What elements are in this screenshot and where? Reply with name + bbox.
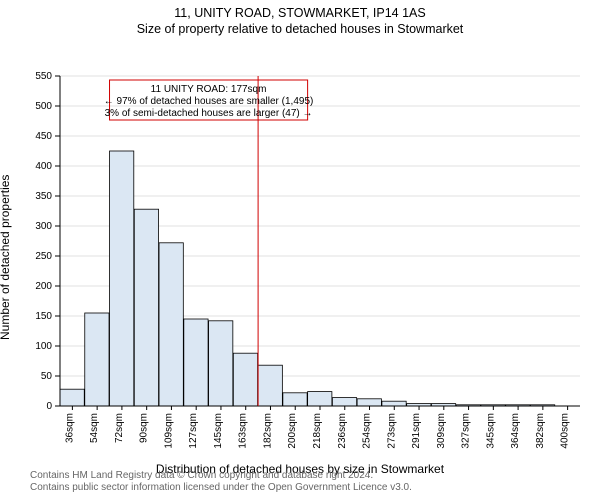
svg-text:345sqm: 345sqm xyxy=(485,413,496,449)
svg-text:200: 200 xyxy=(35,281,52,292)
svg-text:273sqm: 273sqm xyxy=(386,413,397,449)
svg-text:72sqm: 72sqm xyxy=(114,413,125,443)
y-axis-label: Number of detached properties xyxy=(0,175,12,340)
svg-text:90sqm: 90sqm xyxy=(139,413,150,443)
svg-text:300: 300 xyxy=(35,221,52,232)
svg-text:450: 450 xyxy=(35,131,52,142)
svg-text:250: 250 xyxy=(35,251,52,262)
svg-text:54sqm: 54sqm xyxy=(89,413,100,443)
footer-attribution: Contains HM Land Registry data © Crown c… xyxy=(30,470,412,494)
chart-title-2: Size of property relative to detached ho… xyxy=(0,20,600,36)
svg-text:350: 350 xyxy=(35,191,52,202)
histogram-chart: 11, UNITY ROAD, STOWMARKET, IP14 1AS Siz… xyxy=(0,0,600,500)
svg-text:182sqm: 182sqm xyxy=(262,413,273,449)
svg-text:100: 100 xyxy=(35,341,52,352)
svg-text:382sqm: 382sqm xyxy=(535,413,546,449)
svg-text:364sqm: 364sqm xyxy=(510,413,521,449)
svg-text:550: 550 xyxy=(35,71,52,82)
svg-text:145sqm: 145sqm xyxy=(213,413,224,449)
footer-line-1: Contains HM Land Registry data © Crown c… xyxy=(30,470,412,482)
footer-line-2: Contains public sector information licen… xyxy=(30,482,412,494)
svg-text:127sqm: 127sqm xyxy=(188,413,199,449)
svg-text:400: 400 xyxy=(35,161,52,172)
svg-text:0: 0 xyxy=(46,401,52,412)
chart-title-1: 11, UNITY ROAD, STOWMARKET, IP14 1AS xyxy=(0,0,600,20)
svg-text:200sqm: 200sqm xyxy=(287,413,298,449)
svg-text:309sqm: 309sqm xyxy=(436,413,447,449)
svg-text:← 97% of detached houses are s: ← 97% of detached houses are smaller (1,… xyxy=(104,96,314,107)
plot-svg: 0 50 100 150 200 250 300 350 400 450 500 550 36sqm 54… xyxy=(0,36,600,466)
svg-text:236sqm: 236sqm xyxy=(337,413,348,449)
svg-text:291sqm: 291sqm xyxy=(411,413,422,449)
svg-text:254sqm: 254sqm xyxy=(362,413,373,449)
svg-text:400sqm: 400sqm xyxy=(560,413,571,449)
svg-text:327sqm: 327sqm xyxy=(461,413,472,449)
svg-text:109sqm: 109sqm xyxy=(163,413,174,449)
svg-text:36sqm: 36sqm xyxy=(64,413,75,443)
svg-text:500: 500 xyxy=(35,101,52,112)
svg-text:11 UNITY ROAD: 177sqm: 11 UNITY ROAD: 177sqm xyxy=(151,84,267,95)
svg-text:50: 50 xyxy=(41,371,53,382)
svg-text:3% of semi-detached houses are: 3% of semi-detached houses are larger (4… xyxy=(105,108,313,119)
svg-text:150: 150 xyxy=(35,311,52,322)
svg-text:218sqm: 218sqm xyxy=(312,413,323,449)
svg-text:163sqm: 163sqm xyxy=(238,413,249,449)
